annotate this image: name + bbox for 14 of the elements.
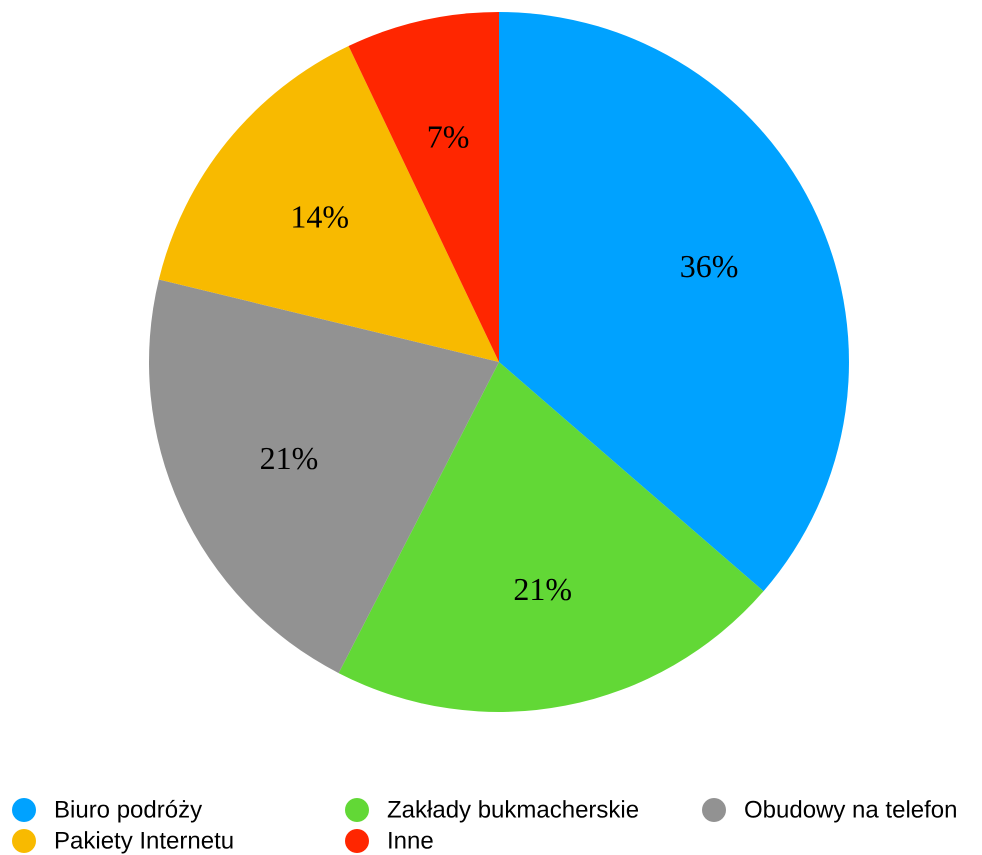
pie-slice bbox=[338, 362, 764, 712]
data-label: 36% bbox=[680, 248, 738, 284]
legend-label: Biuro podróży bbox=[54, 796, 202, 824]
data-label: 7% bbox=[426, 118, 470, 155]
pie-slice bbox=[348, 12, 499, 362]
legend-label: Zakłady bukmacherskie bbox=[387, 796, 640, 824]
legend-label: Obudowy na telefon bbox=[744, 796, 958, 824]
pie-slice bbox=[149, 279, 499, 674]
legend-label: Pakiety Internetu bbox=[54, 828, 234, 854]
data-label: 21% bbox=[260, 440, 318, 476]
pie-slice bbox=[158, 46, 499, 362]
data-label: 21% bbox=[513, 570, 572, 607]
data-label: 14% bbox=[290, 198, 350, 234]
legend-label: Inne bbox=[387, 828, 434, 854]
